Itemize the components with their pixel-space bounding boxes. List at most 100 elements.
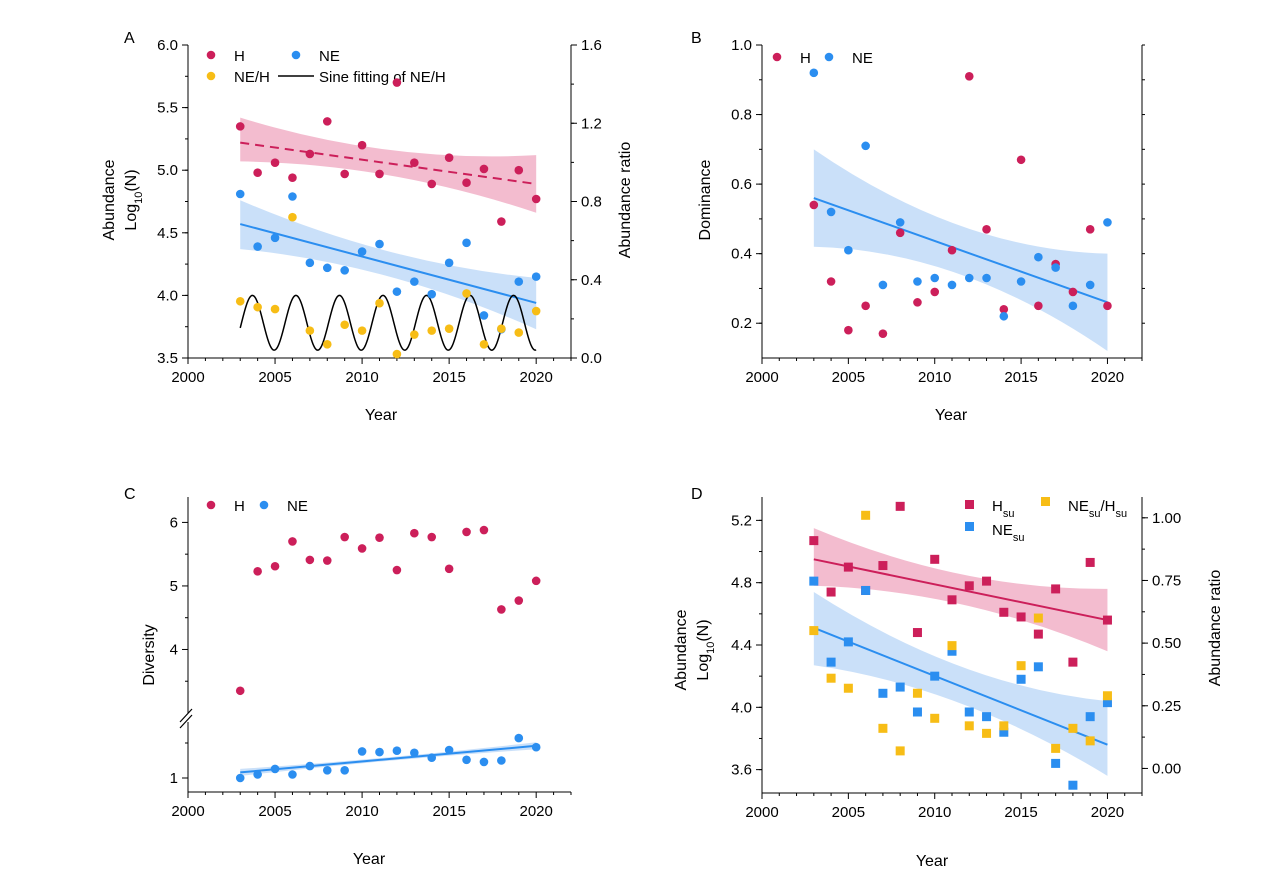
panel-d-point	[1051, 743, 1061, 753]
panel-a-point	[427, 179, 437, 189]
panel-b-y-tick-label: 0.4	[731, 246, 752, 263]
panel-a-point	[531, 194, 541, 204]
panel-b-y-tick-label: 0.8	[731, 107, 752, 124]
panel-a-point	[340, 169, 349, 179]
panel-d-point	[878, 723, 888, 733]
legend-ratio-label: NE/H	[234, 69, 270, 86]
panel-d-trend-line	[813, 558, 1108, 622]
panel-a-point	[514, 277, 524, 286]
panel-d-y-tick-label: 4.8	[731, 575, 752, 592]
panel-b-point	[861, 301, 870, 311]
panel-c-point	[392, 746, 402, 755]
panel-a-point	[253, 242, 262, 251]
panel-a-x-tick-label: 2020	[519, 369, 552, 386]
panel-d-xlabel: Year	[916, 853, 949, 870]
panel-a-trend-line	[240, 141, 537, 185]
panel-b-point	[999, 305, 1009, 314]
panel-c-point	[357, 544, 367, 553]
panel-a-right-y-tick-label: 0.8	[581, 194, 602, 211]
panel-d-point	[1068, 780, 1078, 790]
panel-c-legend: H NE	[206, 498, 308, 515]
panel-c-letter: C	[124, 486, 136, 503]
panel-b: B Year Dominance H NE 2000 2005 2010 2015 20…	[691, 30, 1145, 424]
panel-a-point	[479, 340, 489, 349]
panel-d-point	[1016, 612, 1026, 622]
panel-d-point	[1085, 557, 1095, 567]
panel-b-point	[844, 245, 853, 255]
panel-d-point	[999, 727, 1009, 737]
panel-a-y-tick-label: 5.0	[157, 162, 178, 179]
panel-d-point	[895, 501, 905, 511]
panel-b-point	[1016, 277, 1026, 286]
panel-a-x-tick-label: 2010	[345, 369, 378, 386]
panel-a-point	[375, 239, 384, 249]
panel-d-point	[843, 562, 853, 572]
panel-b-point	[895, 228, 905, 238]
panel-a-point	[270, 304, 280, 314]
panel-d-point	[947, 595, 957, 605]
panel-a-point	[531, 306, 541, 316]
panel-a-point	[531, 272, 541, 281]
panel-d-point	[826, 673, 836, 683]
panel-d-point	[982, 728, 992, 738]
panel-a-point	[392, 78, 402, 87]
panel-b-point	[913, 277, 922, 286]
panel-d-point	[878, 688, 888, 698]
legend-ratio-label: NEsu/Hsu	[1068, 498, 1127, 520]
panel-b-point	[826, 207, 836, 217]
panel-b-x-tick-label: 2000	[745, 369, 778, 386]
panel-d-letter: D	[691, 486, 703, 503]
panel-d-point	[999, 721, 1009, 731]
panel-c-point	[375, 747, 384, 757]
panel-d-point	[982, 712, 992, 722]
panel-b-point	[1103, 301, 1112, 311]
panel-c-point	[444, 564, 454, 574]
legend-h-marker	[206, 50, 216, 60]
panel-d-point	[964, 721, 974, 731]
panel-a-xlabel: Year	[365, 407, 398, 424]
panel-a-point	[444, 258, 454, 268]
legend-h-label: H	[234, 48, 245, 65]
panel-a-point	[497, 217, 506, 226]
panel-c-point	[322, 766, 332, 775]
legend-h-label: H	[800, 50, 811, 67]
panel-a-confidence-band	[240, 117, 537, 213]
panel-c-point	[305, 761, 315, 771]
panel-c-point	[479, 757, 489, 767]
panel-b-y-tick-label: 0.6	[731, 176, 752, 193]
panel-b-point	[1034, 301, 1043, 311]
legend-hsu-marker	[965, 500, 974, 509]
panel-a-point	[462, 178, 471, 188]
panel-a: A Year Abundance Log10(N) Abundance rati…	[101, 30, 634, 424]
panel-a-y-tick-label: 6.0	[157, 37, 178, 54]
panel-d-right-y-tick-label: 1.00	[1152, 510, 1181, 527]
panel-c: C Year Diversity H NE 2000 2005 2010 2015 20…	[124, 486, 572, 868]
panel-c-point	[270, 561, 280, 571]
legend-ne-label: NE	[319, 48, 340, 65]
panel-c-point	[531, 742, 541, 752]
panel-d-right-y-tick-label: 0.00	[1152, 760, 1181, 777]
panel-a-point	[357, 140, 367, 150]
panel-d-legend: Hsu NEsu/Hsu NEsu	[965, 497, 1127, 544]
legend-ne-label: NE	[287, 498, 308, 515]
panel-b-point	[809, 200, 819, 210]
panel-a-point	[322, 117, 332, 126]
panel-a-x-tick-label: 2005	[258, 369, 291, 386]
panel-d-ylabel-line2: Log10(N)	[695, 619, 717, 680]
panel-c-x-tick-label: 2000	[171, 803, 204, 820]
panel-c-x-tick-label: 2015	[432, 803, 465, 820]
panel-b-point	[878, 329, 888, 338]
panel-a-letter: A	[124, 30, 135, 47]
legend-sine-label: Sine fitting of NE/H	[319, 69, 446, 86]
panel-d-point	[809, 576, 819, 586]
panel-c-xlabel: Year	[353, 851, 386, 868]
panel-d-point	[1016, 661, 1026, 671]
panel-a-right-y-tick-label: 1.6	[581, 37, 602, 54]
panel-a-point	[410, 158, 419, 167]
panel-d-point	[964, 581, 974, 591]
panel-a-point	[375, 169, 384, 179]
panel-b-legend: H NE	[772, 50, 873, 67]
panel-c-trend-line	[240, 744, 537, 774]
panel-b-point	[1034, 252, 1043, 262]
panel-b-point	[930, 287, 940, 297]
